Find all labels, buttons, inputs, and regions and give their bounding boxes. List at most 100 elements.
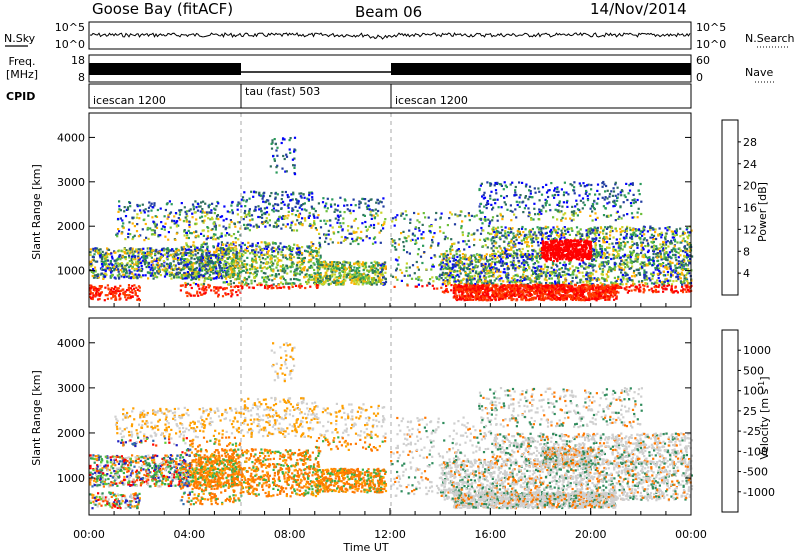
data-cell — [124, 238, 127, 241]
data-cell — [650, 282, 654, 285]
data-cell — [357, 271, 360, 274]
data-cell — [325, 237, 328, 240]
data-cell — [624, 271, 627, 274]
data-cell — [283, 268, 286, 271]
data-cell — [532, 280, 535, 283]
data-cell — [510, 280, 513, 283]
data-cell — [200, 201, 203, 204]
data-cell — [158, 257, 161, 260]
data-cell — [296, 261, 299, 264]
data-cell — [100, 263, 104, 266]
data-cell — [295, 269, 298, 272]
data-cell — [174, 257, 177, 260]
data-cell — [655, 267, 658, 270]
data-cell — [109, 276, 112, 279]
data-cell — [601, 256, 604, 259]
data-cell — [223, 267, 226, 270]
data-cell — [186, 260, 189, 263]
data-cell — [486, 237, 489, 240]
data-cell — [416, 266, 419, 269]
data-cell — [357, 274, 360, 277]
data-cell — [539, 272, 542, 276]
data-cell — [312, 250, 315, 253]
data-cell — [205, 270, 208, 273]
data-cell — [550, 266, 553, 269]
data-cell — [499, 270, 502, 273]
data-cell — [279, 286, 283, 289]
data-cell — [149, 268, 152, 271]
data-cell — [519, 279, 522, 283]
data-cell — [445, 284, 448, 288]
data-cell — [336, 276, 339, 279]
data-cell — [260, 209, 263, 212]
data-cell — [601, 253, 604, 256]
data-cell — [203, 265, 206, 269]
data-cell — [489, 220, 492, 223]
data-cell — [622, 268, 626, 271]
data-cell — [348, 270, 351, 273]
data-cell — [300, 204, 303, 207]
data-cell — [193, 270, 196, 273]
data-cell — [654, 288, 657, 291]
data-cell — [586, 272, 589, 275]
data-cell — [491, 260, 494, 263]
data-cell — [377, 202, 380, 205]
data-cell — [384, 277, 387, 280]
data-cell — [432, 235, 435, 239]
data-cell — [197, 202, 200, 206]
data-cell — [174, 251, 177, 254]
data-cell — [482, 268, 485, 271]
data-cell — [124, 256, 127, 259]
data-cell — [142, 255, 145, 258]
data-cell — [183, 234, 186, 237]
data-cell — [516, 274, 519, 278]
data-cell — [208, 261, 211, 264]
data-cell — [261, 249, 264, 252]
data-cell — [613, 261, 616, 264]
data-cell — [266, 287, 269, 290]
data-cell — [342, 281, 345, 284]
data-cell — [372, 226, 376, 229]
nsearch-tick-high: 10^5 — [696, 21, 726, 34]
data-cell — [561, 274, 564, 277]
data-cell — [134, 273, 137, 276]
data-cell — [359, 201, 362, 204]
data-cell — [92, 259, 95, 262]
data-cell — [298, 279, 301, 282]
data-cell — [324, 222, 327, 225]
data-cell — [378, 231, 381, 234]
data-cell — [367, 270, 371, 273]
data-cell — [517, 261, 520, 264]
data-cell — [331, 261, 334, 264]
data-cell — [274, 196, 277, 199]
data-cell — [200, 232, 203, 235]
data-cell — [139, 234, 142, 237]
data-cell — [207, 206, 210, 209]
data-cell — [237, 285, 240, 288]
data-cell — [123, 252, 126, 255]
data-cell — [365, 261, 368, 264]
data-cell — [291, 264, 294, 267]
data-cell — [118, 205, 121, 208]
data-cell — [461, 262, 464, 265]
data-cell — [152, 269, 155, 272]
data-cell — [264, 244, 268, 247]
data-cell — [289, 252, 292, 255]
freq-label: Freq. — [8, 55, 35, 68]
data-cell — [650, 258, 653, 261]
data-cell — [445, 254, 448, 257]
data-cell — [534, 255, 537, 258]
data-cell — [265, 217, 268, 220]
data-cell — [317, 214, 320, 217]
data-cell — [136, 269, 139, 272]
data-cell — [358, 280, 361, 283]
data-cell — [572, 269, 575, 272]
data-cell — [275, 274, 278, 277]
data-cell — [226, 241, 229, 244]
data-cell — [602, 261, 605, 264]
data-cell — [318, 266, 321, 269]
data-cell — [398, 238, 401, 241]
data-cell — [358, 269, 361, 273]
data-cell — [598, 278, 601, 281]
data-cell — [306, 245, 309, 248]
